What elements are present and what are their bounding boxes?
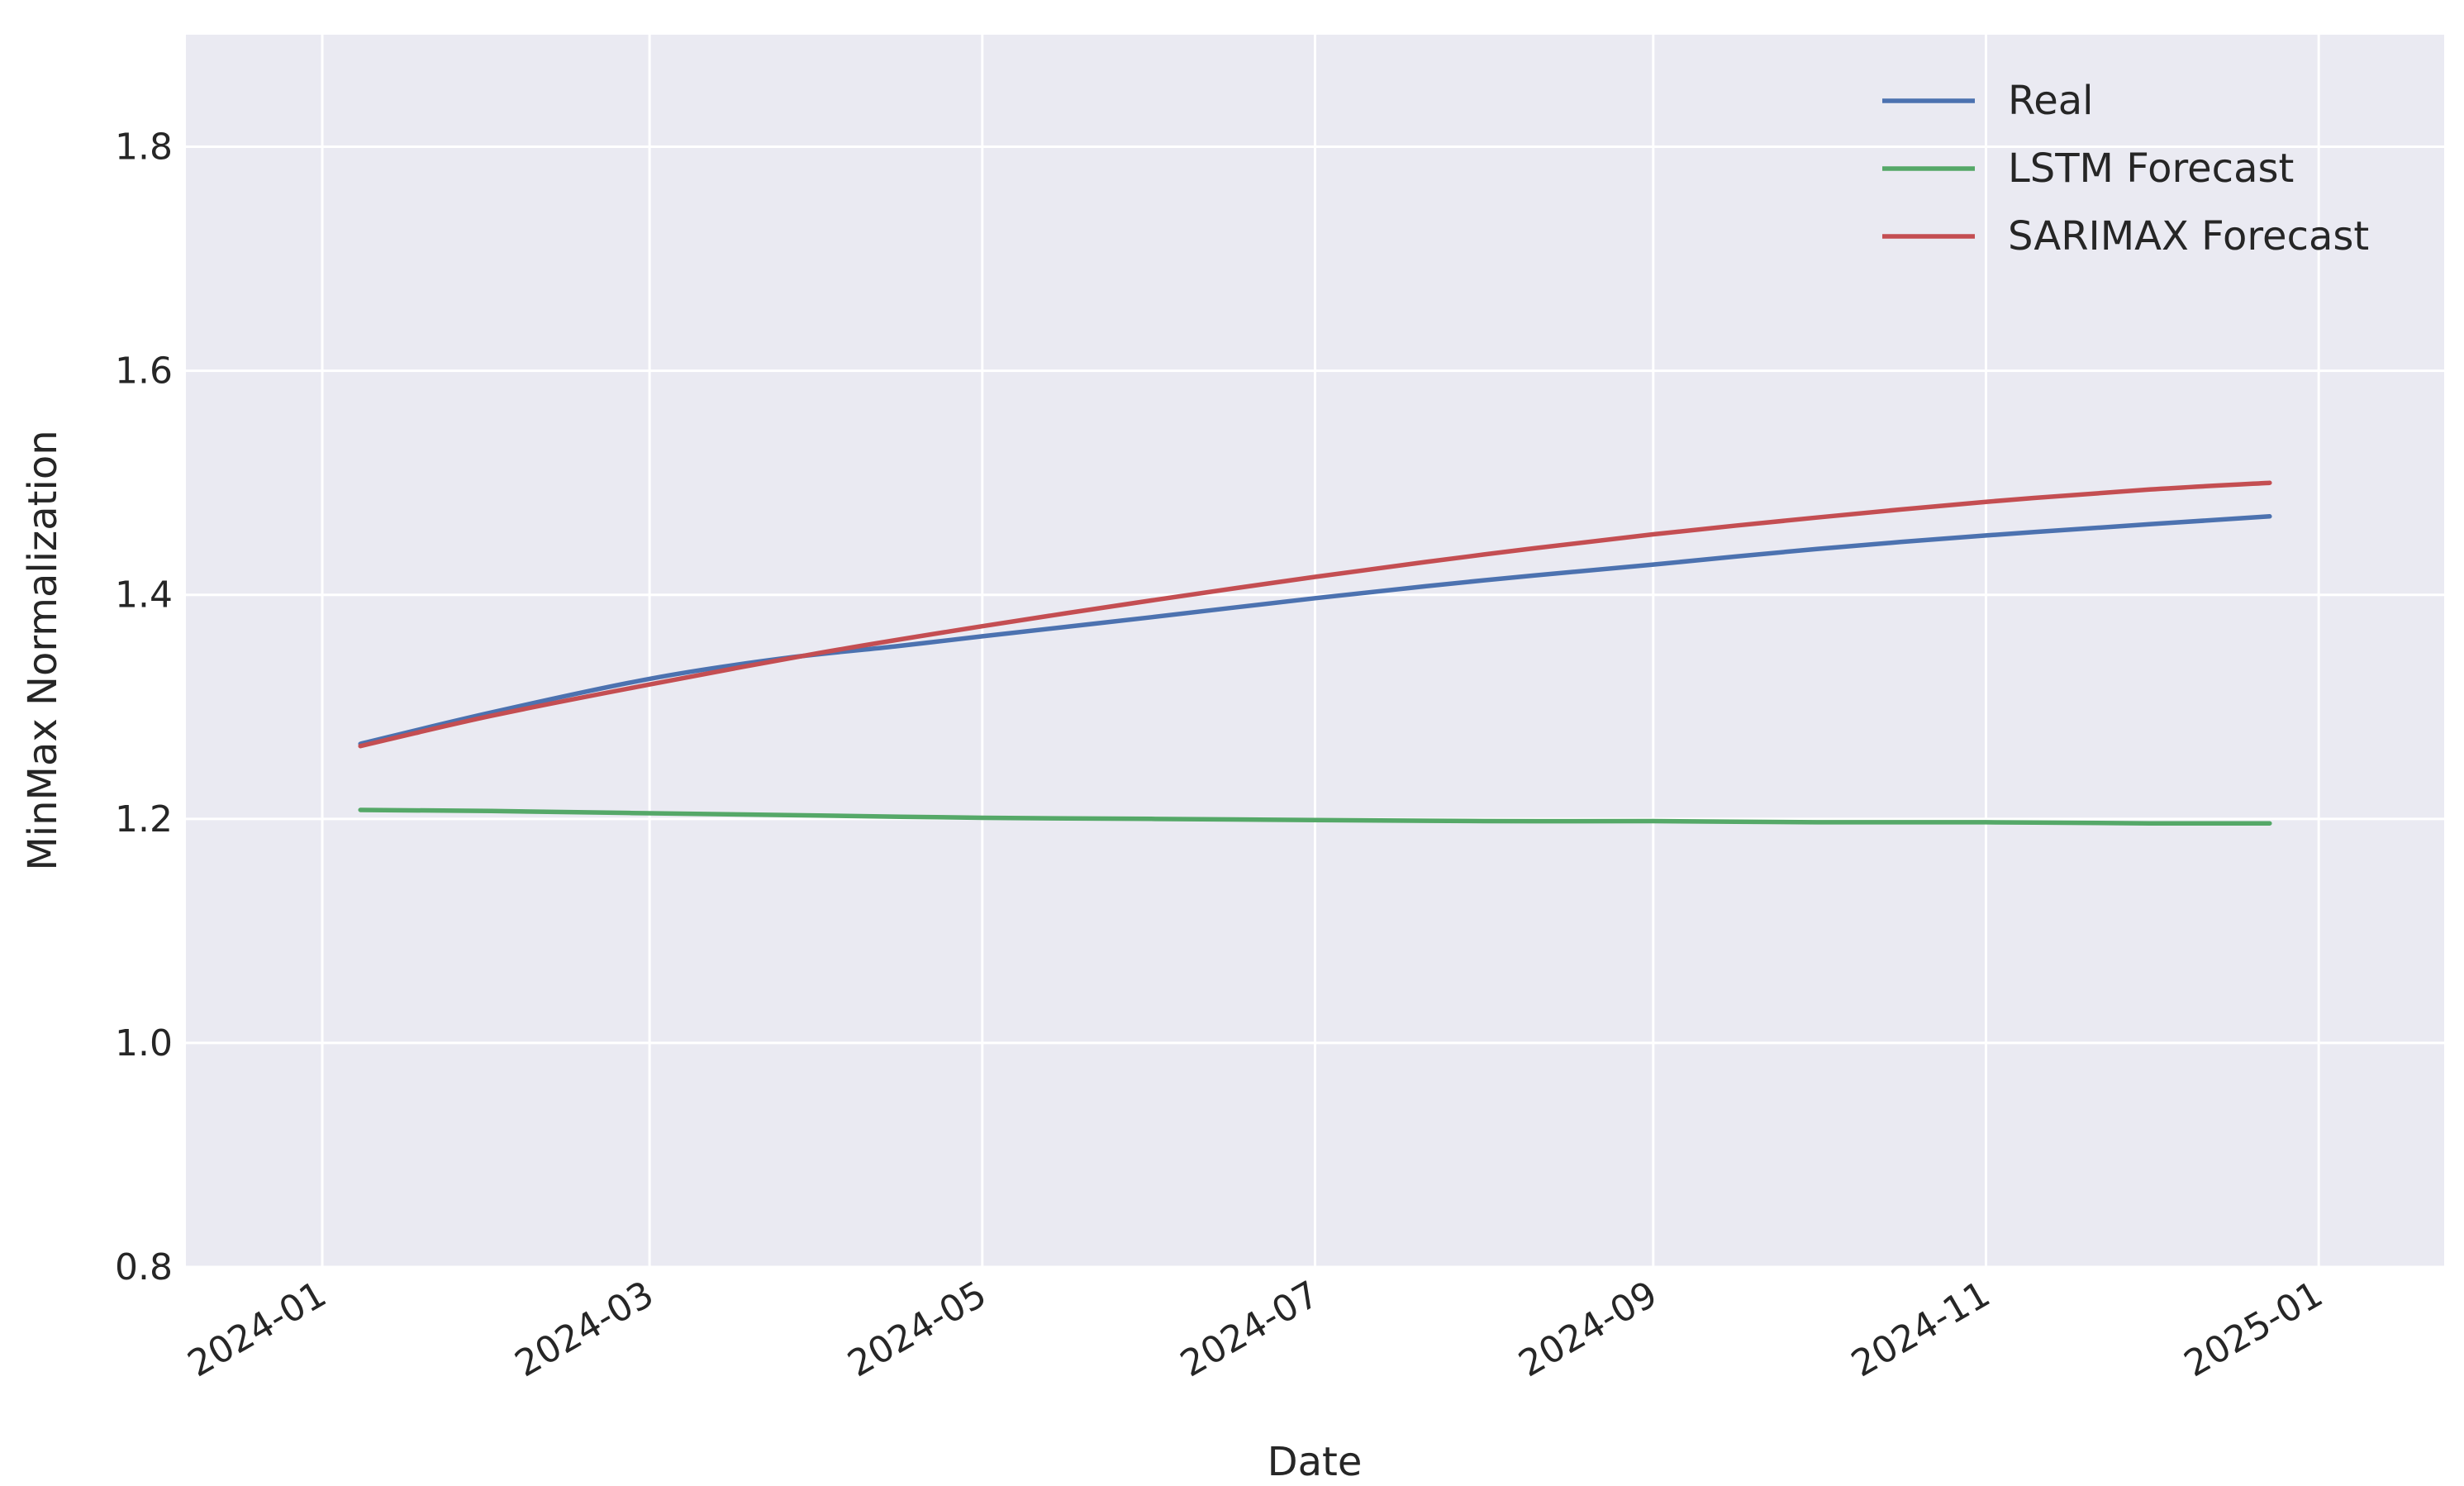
y-tick-label: 1.4 <box>115 574 173 617</box>
legend: Real LSTM Forecast SARIMAX Forecast <box>1882 78 2369 260</box>
y-tick-label: 0.8 <box>115 1246 173 1288</box>
x-tick-label: 2024-03 <box>508 1273 661 1385</box>
series-line-lstm-forecast <box>358 807 2272 826</box>
series-line-sarimax-forecast <box>358 480 2272 749</box>
x-tick-label: 2024-01 <box>181 1273 334 1385</box>
y-axis-title: MinMax Normalization <box>20 430 66 870</box>
x-tick-label: 2024-11 <box>1844 1273 1997 1385</box>
x-tick-label: 2024-09 <box>1512 1273 1665 1385</box>
series-layer <box>358 480 2272 826</box>
x-tick-label: 2024-07 <box>1173 1273 1326 1385</box>
y-tick-labels: 0.8 1.0 1.2 1.4 1.6 1.8 <box>115 126 173 1288</box>
legend-label-lstm-forecast: LSTM Forecast <box>2008 145 2294 192</box>
x-tick-label: 2024-05 <box>841 1273 994 1385</box>
legend-label-sarimax-forecast: SARIMAX Forecast <box>2008 213 2369 260</box>
y-tick-label: 1.6 <box>115 350 173 393</box>
y-tick-label: 1.0 <box>115 1022 173 1064</box>
y-tick-label: 1.8 <box>115 126 173 169</box>
x-axis-title: Date <box>1268 1439 1363 1485</box>
legend-label-real: Real <box>2008 78 2093 124</box>
x-tick-label: 2025-01 <box>2177 1273 2330 1385</box>
y-tick-label: 1.2 <box>115 798 173 841</box>
series-line-real <box>358 514 2272 746</box>
x-tick-labels: 2024-01 2024-03 2024-05 2024-07 2024-09 2024-… <box>181 1273 2330 1385</box>
